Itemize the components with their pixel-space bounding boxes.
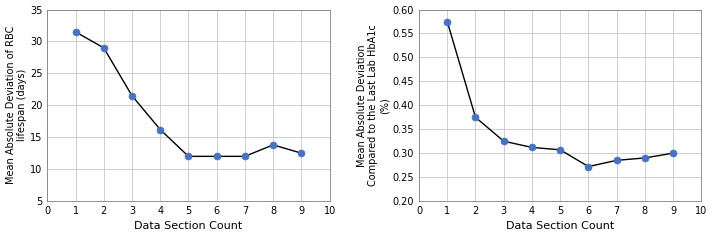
X-axis label: Data Section Count: Data Section Count (134, 221, 242, 232)
Y-axis label: Mean Absolute Deviation of RBC
lifespan (days): Mean Absolute Deviation of RBC lifespan … (6, 26, 27, 184)
Y-axis label: Mean Absolute Deviation
Compared to the Last Lab HbA1c
(%): Mean Absolute Deviation Compared to the … (356, 24, 390, 186)
X-axis label: Data Section Count: Data Section Count (506, 221, 615, 232)
